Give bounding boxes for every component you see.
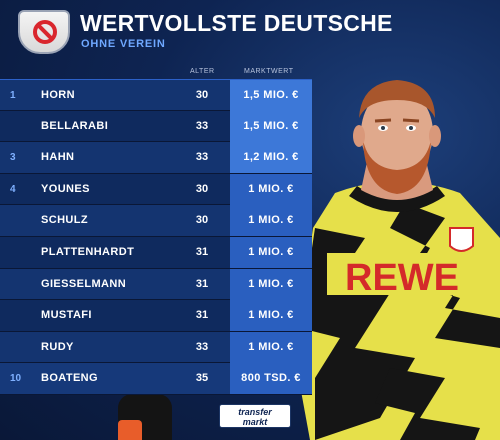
shirt-sponsor-text: REWE xyxy=(345,257,459,299)
market-value: 1 MIO. € xyxy=(230,173,312,205)
player-head xyxy=(361,88,433,178)
table-row: GIESSELMANN 31 1 MIO. € xyxy=(0,268,312,301)
club-crest-icon xyxy=(449,227,474,252)
market-value: 800 TSD. € xyxy=(230,363,312,395)
player-age: 31 xyxy=(195,245,209,258)
rank-number: 1 xyxy=(10,90,16,101)
no-club-badge-icon xyxy=(18,10,70,54)
player-age: 35 xyxy=(195,372,209,385)
player-age: 33 xyxy=(195,151,209,164)
market-value: 1 MIO. € xyxy=(230,300,312,332)
logo-line-1: transfer xyxy=(238,407,272,417)
logo-line-2: markt xyxy=(242,417,268,427)
player-hair xyxy=(359,80,435,118)
market-value: 1,2 MIO. € xyxy=(230,142,312,174)
player-ear xyxy=(429,125,441,147)
player-brow xyxy=(374,118,392,123)
shirt-collar xyxy=(349,186,445,212)
player-name: MUSTAFI xyxy=(41,309,92,322)
player-name: YOUNES xyxy=(41,182,90,195)
player-name: HAHN xyxy=(41,151,75,164)
table-row: 10 BOATENG 35 800 TSD. € xyxy=(0,363,312,395)
prohibited-icon xyxy=(33,20,57,44)
player-ear xyxy=(353,125,365,147)
player-name: PLATTENHARDT xyxy=(41,245,135,258)
column-header-age: ALTER xyxy=(190,68,215,75)
player-age: 33 xyxy=(195,119,209,132)
shirt-sponsor-backing xyxy=(327,253,477,295)
player-name: RUDY xyxy=(41,340,74,353)
table-row: RUDY 33 1 MIO. € xyxy=(0,331,312,364)
rank-number: 4 xyxy=(10,183,16,195)
player-age: 30 xyxy=(195,89,209,101)
shirt-stripe xyxy=(375,368,480,440)
player-image: REWE xyxy=(295,80,500,440)
column-headers: ALTER MARKTWERT xyxy=(0,68,312,80)
page-title: WERTVOLLSTE DEUTSCHE xyxy=(80,10,393,36)
column-header-value: MARKTWERT xyxy=(244,68,294,75)
player-age: 31 xyxy=(195,277,209,290)
player-pupil xyxy=(381,126,385,130)
market-value: 1,5 MIO. € xyxy=(230,80,312,111)
table-row: MUSTAFI 31 1 MIO. € xyxy=(0,300,312,332)
market-value: 1,5 MIO. € xyxy=(230,110,312,142)
player-age: 31 xyxy=(195,309,209,322)
player-name: BOATENG xyxy=(41,372,98,385)
table-row: 1 HORN 30 1,5 MIO. € xyxy=(0,79,312,111)
player-pupil xyxy=(409,126,413,130)
transfermarkt-logo: transfer markt xyxy=(219,404,291,428)
player-beard xyxy=(363,140,431,194)
player-name: BELLARABI xyxy=(41,119,109,132)
rank-number: 3 xyxy=(10,152,16,164)
table-row: PLATTENHARDT 31 1 MIO. € xyxy=(0,236,312,269)
market-value: 1 MIO. € xyxy=(230,236,312,268)
player-name: GIESSELMANN xyxy=(41,277,127,290)
player-age: 33 xyxy=(195,340,209,353)
table-row: 3 HAHN 33 1,2 MIO. € xyxy=(0,142,312,174)
player-age: 30 xyxy=(195,182,209,195)
player-age: 30 xyxy=(195,214,209,227)
table-row: 4 YOUNES 30 1 MIO. € xyxy=(0,173,312,206)
rank-number: 10 xyxy=(10,373,22,385)
player-brow xyxy=(402,118,420,123)
table-row: SCHULZ 30 1 MIO. € xyxy=(0,205,312,237)
glove-cuff xyxy=(118,420,142,440)
ranking-table: 1 HORN 30 1,5 MIO. € BELLARABI 33 1,5 MIO. € 3 H… xyxy=(0,79,312,395)
market-value: 1 MIO. € xyxy=(230,205,312,237)
market-value: 1 MIO. € xyxy=(230,331,312,363)
market-value: 1 MIO. € xyxy=(230,268,312,300)
page-subtitle: OHNE VEREIN xyxy=(81,38,166,50)
player-name: SCHULZ xyxy=(41,214,89,227)
player-name: HORN xyxy=(41,89,75,101)
table-row: BELLARABI 33 1,5 MIO. € xyxy=(0,110,312,143)
